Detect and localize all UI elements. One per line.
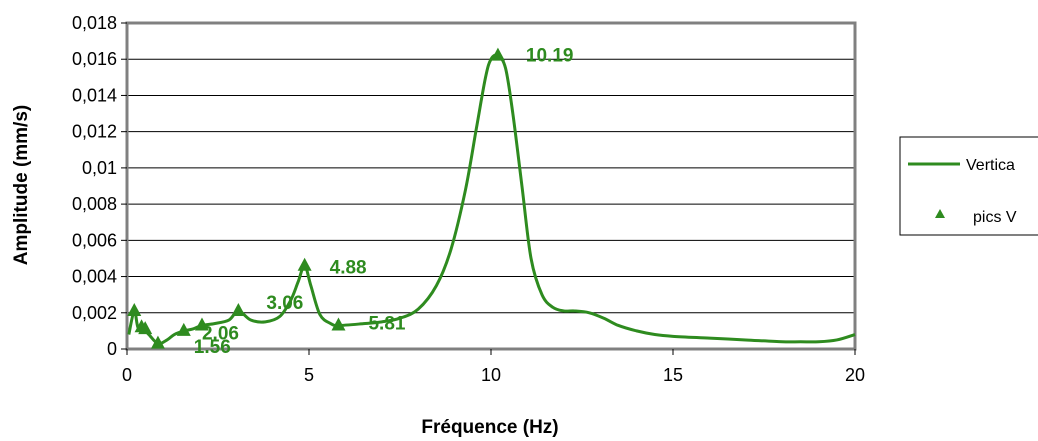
- peak-label: 1.56: [194, 337, 231, 358]
- gridlines: [127, 58, 855, 314]
- peak-label: 2.06: [202, 323, 239, 344]
- x-tick-label: 0: [122, 365, 132, 385]
- peak-marker: [490, 47, 505, 61]
- y-tick-label: 0: [107, 339, 117, 359]
- y-tick-label: 0,01: [82, 158, 117, 178]
- y-tick-label: 0,002: [72, 303, 117, 323]
- peak-label: 10.19: [526, 46, 574, 67]
- series-layer: [127, 53, 856, 346]
- y-tick-label: 0,018: [72, 13, 117, 33]
- peak-marker: [297, 257, 312, 271]
- legend: Vertica pics V: [899, 136, 1038, 236]
- peak-label: 3.06: [266, 293, 303, 314]
- peak-marker: [176, 322, 191, 336]
- y-tick-label: 0,012: [72, 122, 117, 142]
- x-tick-label: 20: [845, 365, 865, 385]
- legend-triangle-marker: [935, 209, 945, 218]
- x-axis-title: Fréquence (Hz): [421, 417, 558, 438]
- x-tick-label: 15: [663, 365, 683, 385]
- peak-marker: [194, 317, 209, 331]
- y-tick-label: 0,004: [72, 267, 117, 287]
- legend-box: [899, 136, 1038, 236]
- legend-label-peaks: pics V: [973, 209, 1017, 226]
- peak-marker: [127, 302, 142, 316]
- peak-label: 5.81: [368, 313, 405, 334]
- x-tick-label: 10: [481, 365, 501, 385]
- y-tick-label: 0,006: [72, 230, 117, 250]
- y-axis-ticks: 0 0,002 0,004 0,006 0,008 0,01 0,012 0,014 0,016…: [72, 13, 127, 359]
- peak-marker: [331, 317, 346, 331]
- peak-markers: [127, 47, 505, 349]
- y-tick-label: 0,016: [72, 49, 117, 69]
- y-axis-title: Amplitude (mm/s): [11, 105, 32, 265]
- peak-label: 4.88: [330, 258, 367, 279]
- peak-annotations: 10.19 4.88 3.06 5.81 2.061.56: [194, 46, 574, 358]
- y-tick-label: 0,014: [72, 85, 117, 105]
- series-line-vertical: [127, 53, 856, 346]
- x-axis-ticks: 0 5 10 15 20: [122, 349, 865, 385]
- peak-marker: [138, 321, 153, 335]
- y-tick-label: 0,008: [72, 194, 117, 214]
- plot-area-frame: [125, 21, 857, 351]
- peak-marker: [231, 302, 246, 316]
- peak-marker: [150, 335, 165, 349]
- legend-label-vertical: Vertica: [966, 157, 1015, 174]
- x-tick-label: 5: [304, 365, 314, 385]
